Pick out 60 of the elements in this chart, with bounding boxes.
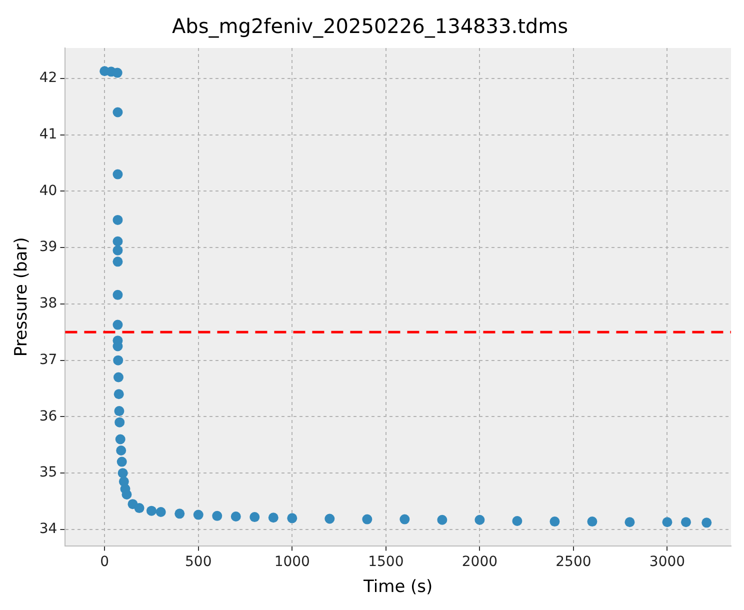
point [400,514,410,524]
point [512,516,522,526]
x-tick-label: 3000 [649,554,686,570]
point [362,514,372,524]
point [550,516,560,527]
y-tick-label: 38 [39,296,58,312]
point [113,355,124,366]
chart-title: Abs_mg2feniv_20250226_134833.tdms [172,14,568,38]
point [113,372,124,382]
x-tick-label: 500 [185,554,212,570]
x-tick-label: 1500 [368,554,404,570]
x-tick-label: 0 [100,554,110,570]
point [116,456,127,467]
point [112,290,123,300]
x-tick-label: 2500 [556,554,592,570]
point [268,512,278,523]
point [114,389,124,400]
point [287,513,298,524]
y-tick-label: 34 [39,521,58,538]
point [212,510,222,521]
point [174,508,185,519]
y-tick-label: 39 [39,239,58,256]
y-tick-label: 35 [39,464,58,481]
point [437,514,448,525]
point [193,510,204,520]
point [112,214,123,225]
y-tick-label: 41 [39,126,58,142]
y-tick-label: 37 [39,352,58,368]
x-tick-label: 2000 [462,554,498,570]
point [115,434,126,444]
point [680,517,691,528]
y-tick-label: 42 [39,70,58,86]
point [250,512,260,522]
point [114,406,124,416]
point [662,517,672,528]
point [112,107,123,118]
point [112,245,123,256]
y-axis-title: Pressure (bar) [12,237,32,357]
point [122,490,132,500]
point [624,517,635,528]
point [230,511,241,522]
point [112,169,123,180]
point [112,68,122,78]
x-axis-title: Time (s) [362,577,433,598]
point [324,514,335,524]
point [112,236,123,246]
point [134,503,144,514]
point [156,506,166,517]
point [112,256,123,267]
point [116,446,126,456]
y-tick-label: 40 [39,182,58,199]
point [114,417,125,428]
y-tick-label: 36 [39,408,58,424]
point [587,516,598,527]
point [112,320,123,330]
point [474,514,485,525]
x-tick-label: 1000 [274,554,310,570]
point [146,506,156,516]
point [702,518,712,528]
point [118,468,128,478]
